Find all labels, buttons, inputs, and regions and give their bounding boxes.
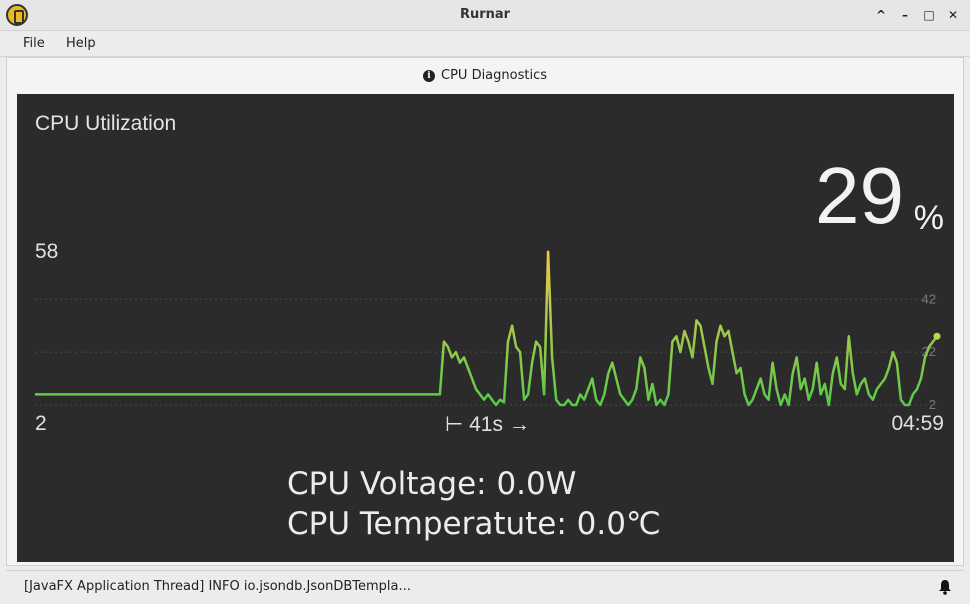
cpu-unit: % [913, 199, 944, 237]
status-bar: [JavaFX Application Thread] INFO io.json… [6, 570, 964, 602]
panel-title-wrap: i CPU Diagnostics [7, 68, 963, 83]
minimize-button[interactable]: – [902, 8, 908, 22]
duration-label: ⊢ 41s → [445, 413, 530, 436]
restore-button[interactable]: ^ [875, 8, 887, 22]
cpu-series-line [35, 250, 938, 407]
info-icon: i [423, 69, 435, 82]
bell-icon[interactable] [938, 579, 952, 595]
status-text: [JavaFX Application Thread] INFO io.json… [24, 579, 411, 594]
min-label: 2 [35, 412, 47, 435]
app-icon [6, 4, 28, 26]
window-controls: ^ – □ ✕ [872, 6, 962, 24]
menu-help[interactable]: Help [66, 36, 96, 51]
title-bar: Rurnar ^ – □ ✕ [0, 0, 970, 31]
close-button[interactable]: ✕ [947, 8, 959, 22]
diagnostics-panel: i CPU Diagnostics 42 22 2 CPU Utilization 2… [6, 57, 964, 566]
menu-file[interactable]: File [23, 36, 45, 51]
cpu-utilization-tile: 42 22 2 CPU Utilization 29 % 58 2 ⊢ 41s → … [17, 94, 954, 562]
grid-label: 2 [929, 397, 936, 412]
menu-bar: File Help [0, 31, 970, 57]
max-label: 58 [35, 240, 59, 263]
cpu-value: 29 [815, 151, 904, 240]
window-title: Rurnar [459, 7, 511, 22]
temperature-label: CPU Temperatute: 0.0℃ [287, 506, 661, 542]
panel-title: CPU Diagnostics [441, 68, 547, 83]
tile-title: CPU Utilization [35, 112, 177, 135]
time-label: 04:59 [891, 412, 944, 435]
latest-point [933, 332, 941, 340]
voltage-label: CPU Voltage: 0.0W [287, 466, 577, 502]
panel-header: i CPU Diagnostics [7, 58, 963, 93]
grid-label: 42 [922, 291, 936, 306]
maximize-button[interactable]: □ [923, 8, 935, 22]
